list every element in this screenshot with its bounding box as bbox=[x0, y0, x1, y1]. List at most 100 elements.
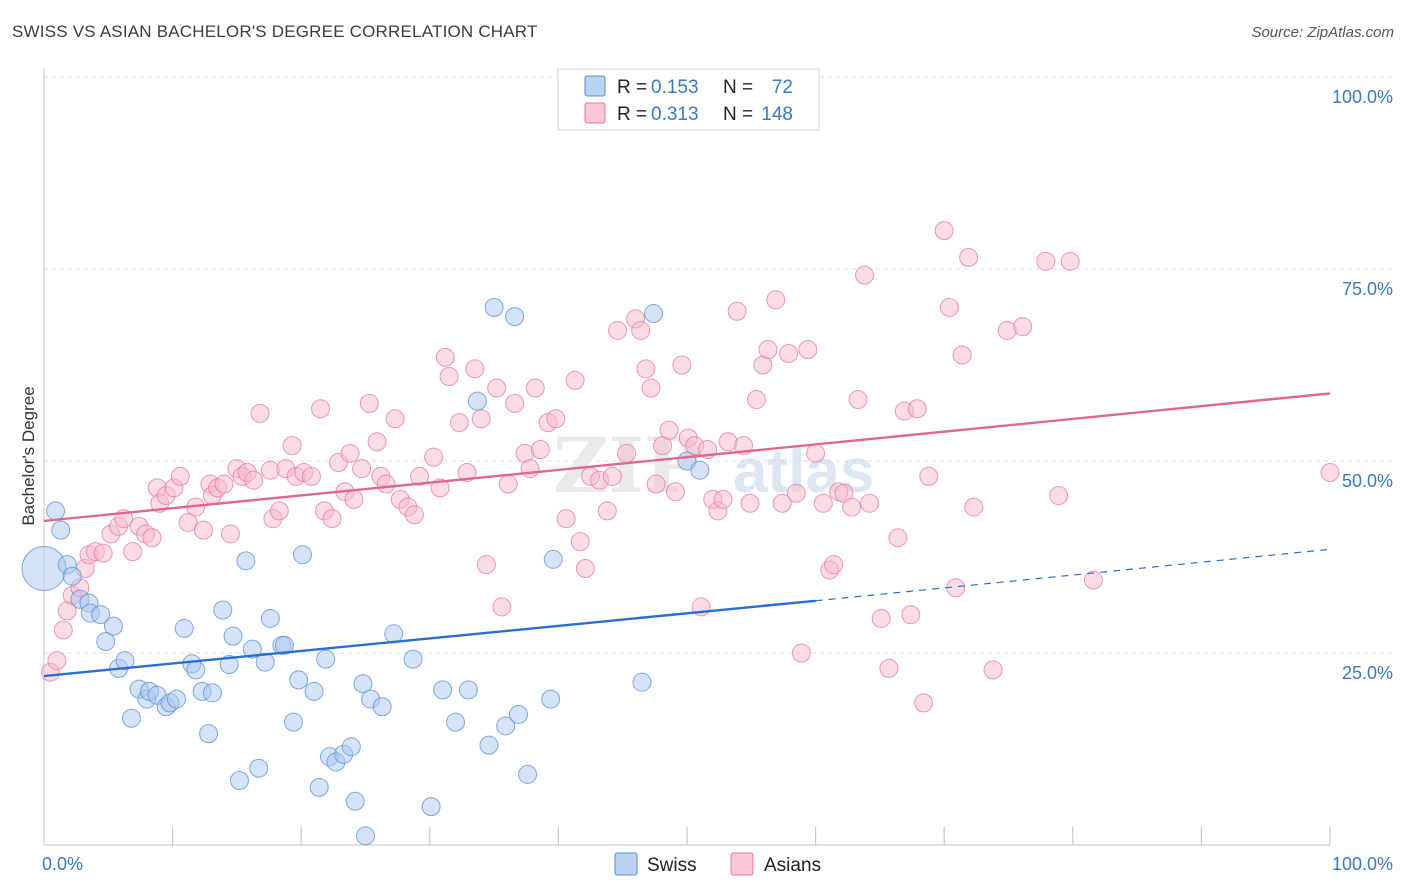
swiss-point bbox=[223, 626, 243, 646]
stats-legend: R = 0.153 N = 72 R = 0.313 N = 148 bbox=[557, 68, 820, 131]
swiss-point bbox=[543, 549, 563, 569]
asians-point bbox=[439, 367, 459, 387]
asians-point bbox=[1049, 486, 1069, 506]
y-tick-label: 25.0% bbox=[1342, 663, 1393, 683]
asians-point bbox=[1083, 570, 1103, 590]
asians-point bbox=[476, 555, 496, 575]
asians-point bbox=[608, 320, 628, 340]
asians-bottom-swatch bbox=[730, 852, 754, 876]
asians-point bbox=[322, 509, 342, 529]
swiss-n-value: 72 bbox=[772, 77, 793, 98]
y-tick-label: 75.0% bbox=[1342, 279, 1393, 299]
swiss-point bbox=[632, 672, 652, 692]
asians-point bbox=[424, 447, 444, 467]
asians-point bbox=[178, 512, 198, 532]
asians-point bbox=[934, 221, 954, 241]
swiss-point bbox=[249, 758, 269, 778]
swiss-point bbox=[372, 697, 392, 717]
swiss-point bbox=[304, 681, 324, 701]
asians-point bbox=[142, 528, 162, 548]
swiss-point bbox=[518, 764, 538, 784]
svg-text:N =: N = bbox=[723, 77, 753, 98]
asians-point bbox=[1060, 251, 1080, 271]
asians-point bbox=[665, 482, 685, 502]
asians-point bbox=[282, 436, 302, 456]
asians-point bbox=[465, 359, 485, 379]
asians-point bbox=[352, 459, 372, 479]
asians-point bbox=[842, 497, 862, 517]
swiss-point bbox=[345, 791, 365, 811]
asians-point bbox=[214, 474, 234, 494]
asians-point bbox=[766, 290, 786, 310]
swiss-point bbox=[115, 651, 135, 671]
swiss-point bbox=[202, 683, 222, 703]
swiss-bottom-swatch bbox=[614, 852, 638, 876]
asians-point bbox=[983, 660, 1003, 680]
asians-point bbox=[901, 605, 921, 625]
asians-point bbox=[672, 355, 692, 375]
asians-point bbox=[93, 543, 113, 563]
trend-lines bbox=[43, 392, 1331, 678]
swiss-point bbox=[403, 649, 423, 669]
asians-legend-swatch bbox=[584, 102, 606, 124]
asians-point bbox=[791, 643, 811, 663]
swiss-point bbox=[96, 631, 116, 651]
asians-point bbox=[457, 463, 477, 483]
asians-point bbox=[340, 443, 360, 463]
asians-point bbox=[1013, 317, 1033, 337]
asians-point bbox=[786, 483, 806, 503]
asians-point bbox=[1036, 251, 1056, 271]
swiss-point bbox=[467, 391, 487, 411]
asians-point bbox=[806, 443, 826, 463]
swiss-point bbox=[446, 712, 466, 732]
swiss-point bbox=[289, 670, 309, 690]
swiss-point bbox=[496, 716, 516, 736]
y-tick-label: 100.0% bbox=[1332, 87, 1393, 107]
asians-point bbox=[193, 520, 213, 540]
asians-point bbox=[646, 474, 666, 494]
swiss-point bbox=[479, 735, 499, 755]
asians-point bbox=[376, 474, 396, 494]
asians-point bbox=[602, 466, 622, 486]
asians-point bbox=[301, 466, 321, 486]
asians-point bbox=[727, 301, 747, 321]
x-axis-ticks bbox=[172, 827, 1331, 845]
swiss-point bbox=[421, 797, 441, 817]
asians-point bbox=[914, 693, 934, 713]
asians-point bbox=[746, 390, 766, 410]
asians-point bbox=[520, 459, 540, 479]
series-legend: Swiss Asians bbox=[614, 852, 821, 876]
asians-point bbox=[570, 532, 590, 552]
swiss-point bbox=[292, 545, 312, 565]
swiss-point bbox=[51, 520, 71, 540]
asians-point bbox=[713, 489, 733, 509]
y-tick-label: 50.0% bbox=[1342, 471, 1393, 491]
asians-point bbox=[525, 378, 545, 398]
swiss-r-value: 0.153 bbox=[651, 77, 699, 98]
asians-point bbox=[854, 265, 874, 285]
asians-point bbox=[772, 493, 792, 513]
asians-point bbox=[471, 409, 491, 429]
asians-point bbox=[824, 555, 844, 575]
asians-point bbox=[959, 247, 979, 267]
swiss-point bbox=[255, 652, 275, 672]
swiss-points bbox=[21, 297, 710, 846]
asians-point bbox=[641, 378, 661, 398]
x-tick-label-min: 0.0% bbox=[42, 854, 83, 874]
asians-point bbox=[492, 597, 512, 617]
asians-point bbox=[430, 478, 450, 498]
asians-point bbox=[546, 409, 566, 429]
swiss-point bbox=[356, 826, 375, 846]
asians-point bbox=[617, 443, 637, 463]
asians-point bbox=[435, 347, 455, 367]
asians-point bbox=[565, 370, 585, 390]
swiss-point bbox=[690, 460, 710, 480]
x-tick-label-max: 100.0% bbox=[1332, 854, 1393, 874]
asians-point bbox=[659, 420, 679, 440]
swiss-point bbox=[46, 501, 66, 521]
svg-text:N =: N = bbox=[723, 104, 753, 125]
svg-text:R =: R = bbox=[617, 104, 647, 125]
swiss-point bbox=[644, 304, 664, 324]
asians-point bbox=[907, 399, 927, 419]
svg-text:R =: R = bbox=[617, 77, 647, 98]
